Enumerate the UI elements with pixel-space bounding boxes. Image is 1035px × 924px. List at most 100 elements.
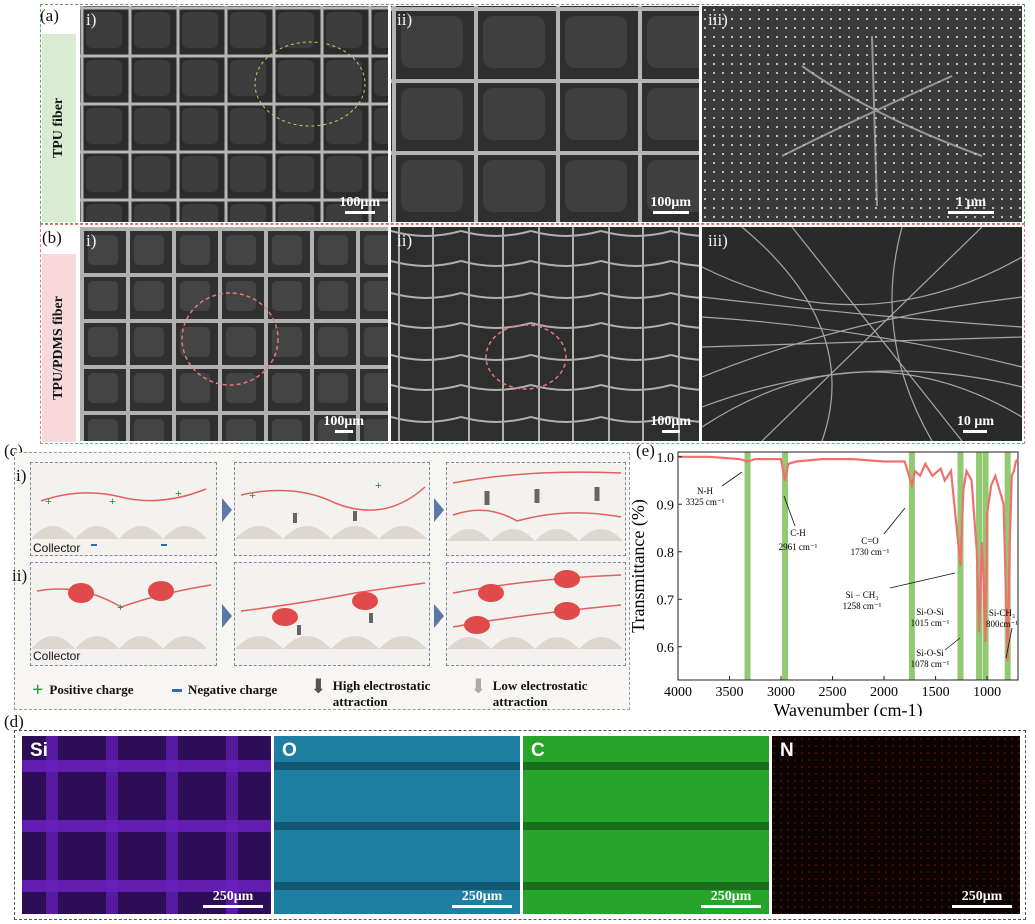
down-arrow-light-icon: ⬇ [470,676,487,698]
row-label-i: i) [16,466,27,485]
sem-image-a-iii: iii) 1 μm [702,6,1022,222]
sem-grid-pattern [391,6,699,222]
annotation-pointer [783,495,796,527]
collector-diagram [235,582,427,649]
schematic-ii-2 [234,562,430,666]
sem-fiber-pattern [391,227,699,441]
collector-diagram [447,570,623,649]
sublabel: ii) [397,10,413,29]
svg-text:+: + [375,478,382,492]
highlight-band [976,452,983,680]
sublabel: ii) [397,231,413,250]
schematic-i-3 [446,462,626,556]
eds-map-n: N 250μm [772,736,1020,914]
collector-label: Collector [33,541,81,555]
annotation-sich3-1258: Si − CH₃ 1258 cm⁻¹ [843,590,882,611]
scale-bar: 250μm [701,889,761,908]
sem-dot-pattern [702,6,1022,222]
panel-a-side-label: TPU fiber [42,34,76,222]
eds-map-c: C 250μm [523,736,769,914]
annotation-nh: N-H 3325 cm⁻¹ [686,486,725,507]
legend-positive: + Positive charge [32,679,134,701]
x-tick-label: 3000 [767,685,795,700]
collector-diagram: + [31,581,212,649]
panel-e-label: (e) [636,441,655,460]
element-label: O [282,740,297,761]
plot-frame [677,451,1019,681]
y-tick-label: 0.6 [657,641,675,656]
arrow-right-icon [222,498,232,522]
svg-text:+: + [175,486,182,500]
panel-a [40,4,1025,224]
arrow-right-icon [434,604,444,628]
annotation-siosi-1078: Si-O-Si 1078 cm⁻¹ [911,648,950,669]
element-label: N [780,740,794,761]
collector-diagram: + + [235,478,427,539]
annotation-pointer [883,507,906,535]
eds-weave-pattern [22,736,271,914]
schematic-i-1: + + + Collector [30,462,217,556]
sem-image-a-i: i) 100μm [80,6,388,222]
x-tick-label: 3500 [716,685,744,700]
highlight-band [782,452,789,680]
svg-text:+: + [109,494,116,508]
sem-image-a-ii: ii) 100μm [391,6,699,222]
highlight-band [1004,452,1011,680]
sublabel: iii) [708,231,728,250]
annotation-pointer [721,471,743,487]
scale-bar: 250μm [452,889,512,908]
legend-negative: Negative charge [172,682,277,698]
scale-bar: 100μm [323,414,364,433]
down-arrow-dark-icon: ⬇ [310,676,327,698]
arrow-right-icon [222,604,232,628]
svg-text:+: + [117,600,124,614]
annotation-sich3-800: Si-CH₃ 800cm⁻¹ [986,608,1018,629]
schematic-ii-3 [446,562,626,666]
sem-image-b-iii: iii) 10 μm [702,227,1022,441]
collector-label: Collector [33,649,81,663]
row-label-ii: ii) [12,566,28,585]
x-axis-label: Wavenumber (cm-1) [774,700,923,716]
sem-fiber-pattern [702,227,1022,441]
x-tick-label: 1000 [973,685,1001,700]
sem-image-b-i: i) 100μm [80,227,388,441]
highlight-band [744,452,751,680]
y-tick-label: 0.8 [657,546,675,561]
plus-icon: + [32,679,44,701]
y-tick-label: 0.7 [657,593,675,608]
element-label: C [531,740,545,761]
panel-d-label: (d) [4,712,24,731]
ftir-chart: 0.6 0.7 0.8 0.9 1.0 4000 3500 3000 2500 2000 1500… [630,451,1019,716]
legend-low: ⬇ Low electrostatic attraction [470,676,588,709]
x-tick-label: 4000 [664,685,692,700]
annotation-pointer [944,637,961,651]
scale-bar: 250μm [203,889,263,908]
scale-bar: 100μm [339,195,380,214]
sem-grid-pattern [80,6,388,222]
sublabel: iii) [708,10,728,29]
eds-weave-pattern [274,736,520,914]
eds-map-o: O 250μm [274,736,520,914]
panel-b-label: (b) [42,228,62,247]
annotation-siosi-1015: Si-O-Si 1015 cm⁻¹ [911,607,950,628]
annotation-co: C=O 1730 cm⁻¹ [851,536,890,557]
schematic-ii-1: + Collector [30,562,217,666]
eds-weave-pattern [523,736,769,914]
sem-image-b-ii: ii) 100μm [391,227,699,441]
legend-high: ⬇ High electrostatic attraction [310,676,431,709]
y-tick-label: 0.9 [657,498,675,513]
x-tick-label: 2000 [870,685,898,700]
y-axis-label: Transmittance (%) [630,499,649,633]
scale-bar: 10 μm [957,414,994,433]
y-tick-label: 1.0 [657,451,675,466]
annotation-pointer [1005,627,1013,659]
panel-d-frame [14,730,1026,920]
sublabel: i) [86,10,97,29]
panel-b [40,224,1025,444]
ftir-spectrum-line [678,455,1019,662]
sem-grid-pattern [80,227,388,441]
scale-bar: 100μm [650,414,691,433]
panel-a-label: (a) [40,6,59,25]
svg-text:+: + [249,488,256,502]
panel-b-side-label: TPU/PDMS fiber [42,254,76,442]
